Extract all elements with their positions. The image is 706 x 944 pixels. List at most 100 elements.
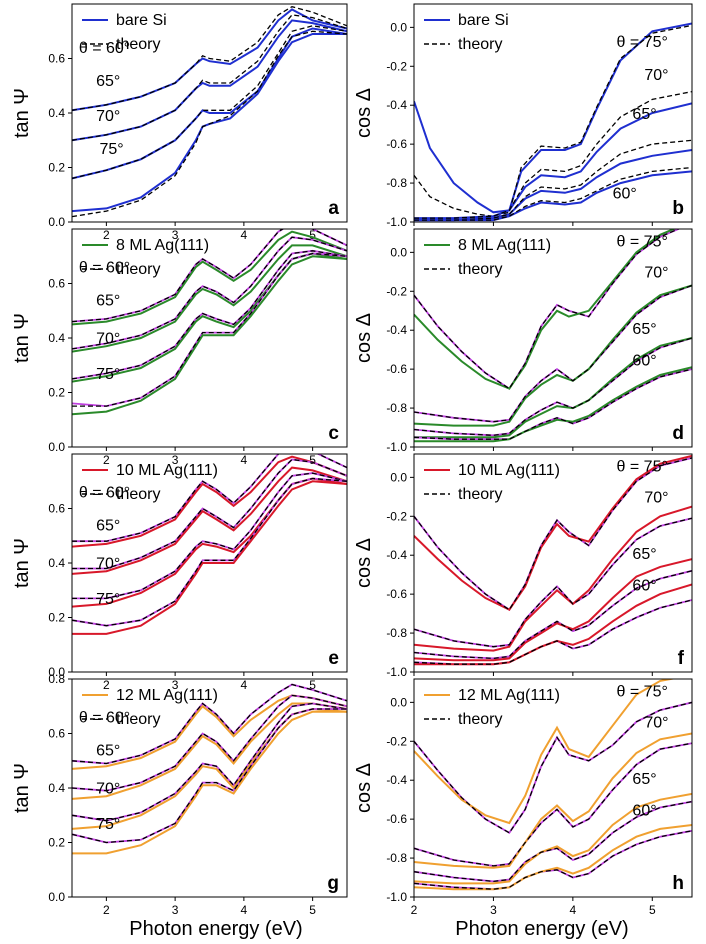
theory-line-3 [72, 30, 347, 218]
y-tick-label: 0.6 [48, 52, 65, 66]
y-tick-label: 0.0 [390, 470, 407, 484]
angle-annotation: 70° [96, 108, 120, 125]
x-tick-label: 3 [172, 228, 179, 242]
legend-label-theory: theory [116, 36, 160, 53]
angle-annotation: 70° [644, 67, 668, 84]
theory-line-1 [414, 517, 692, 648]
y-tick-label: 0.6 [48, 727, 65, 741]
axes-frame [413, 3, 693, 223]
angle-annotation: 65° [632, 321, 656, 338]
y-tick-label: -1.0 [386, 890, 407, 904]
y-tick-label: 0.4 [48, 556, 65, 570]
legend-label-sample: bare Si [458, 12, 509, 29]
y-tick-label: 0.8 [48, 672, 65, 686]
series-group [72, 229, 347, 416]
y-tick-label: -0.4 [386, 548, 407, 562]
sample-line-3 [72, 480, 347, 635]
legend: 8 ML Ag(111) theory [424, 237, 551, 278]
legend-label-theory: theory [458, 486, 502, 503]
axes-frame [413, 228, 693, 448]
theory-line-2 [414, 800, 692, 883]
panel-letter: g [327, 873, 339, 894]
theory-line-1 [72, 236, 347, 350]
y-tick-label: 0.6 [48, 277, 65, 291]
sample-line-1 [414, 732, 692, 869]
legend: bare Si theory [424, 12, 509, 53]
angle-annotation: 60° [613, 186, 637, 203]
x-tick-label: 3 [172, 678, 179, 692]
y-tick-label: 0.0 [48, 440, 65, 454]
y-tick-label: 0.4 [48, 781, 65, 795]
y-axis-label: tan Ψ [11, 763, 33, 813]
theory-line-1 [414, 742, 692, 867]
axes-frame [413, 453, 693, 673]
angle-annotation: θ = 60° [79, 485, 130, 502]
y-tick-label: 0.0 [48, 890, 65, 904]
y-tick-label: -0.8 [386, 626, 407, 640]
y-axis-label: cos Δ [353, 88, 375, 138]
y-tick-label: 0.2 [48, 611, 65, 625]
y-tick-label: 0.0 [390, 20, 407, 34]
legend: bare Si theory [82, 12, 167, 53]
angle-annotation: 60° [632, 577, 656, 594]
y-tick-label: 0.0 [390, 695, 407, 709]
sample-line-3 [72, 710, 347, 855]
legend-label-theory: theory [458, 36, 502, 53]
y-tick-label: -1.0 [386, 440, 407, 454]
theory-line-3 [72, 708, 347, 844]
panel-d: -1.0 -0.8 -0.6 -0.4 -0.2 0.0 cos Δ 8 ML Ag(111)… [353, 228, 693, 454]
axes-frame [413, 678, 693, 898]
theory-line-0 [414, 701, 692, 834]
sample-line-2 [72, 707, 347, 830]
theory-line-3 [414, 830, 692, 890]
x-axis-label-left: Photon energy (eV) [129, 918, 302, 940]
theory-line-2 [414, 570, 692, 660]
angle-annotation: 70° [96, 555, 120, 572]
x-tick-label: 3 [172, 903, 179, 917]
angle-annotation: 65° [96, 517, 120, 534]
sample-line-1 [72, 19, 347, 142]
exp-line-1 [72, 458, 347, 570]
sample-line-0 [414, 229, 677, 390]
x-tick-label: 4 [241, 453, 248, 467]
legend-label-sample: bare Si [116, 12, 167, 29]
angle-annotation: θ = 75° [617, 459, 668, 476]
legend-label-theory: theory [116, 711, 160, 728]
y-tick-label: -0.6 [386, 137, 407, 151]
legend-label-sample: 10 ML Ag(111) [116, 462, 218, 479]
theory-line-1 [72, 694, 347, 792]
theory-line-0 [72, 229, 347, 323]
y-tick-label: -0.2 [386, 734, 407, 748]
x-tick-label: 5 [309, 228, 316, 242]
theory-line-3 [414, 368, 692, 440]
sample-line-0 [72, 8, 347, 112]
theory-line-3 [414, 599, 692, 665]
x-tick-label: 2 [103, 228, 110, 242]
angle-annotation: 70° [96, 780, 120, 797]
theory-line-0 [72, 6, 347, 111]
theory-line-1 [414, 90, 692, 219]
legend-label-sample: 8 ML Ag(111) [458, 237, 551, 254]
legend-label-theory: theory [116, 486, 160, 503]
series-group [414, 22, 692, 222]
angle-annotation: 75° [96, 366, 120, 383]
x-tick-label: 5 [309, 453, 316, 467]
legend: 8 ML Ag(111) theory [82, 237, 209, 278]
y-axis-label: cos Δ [353, 313, 375, 363]
sample-line-2 [414, 337, 692, 439]
sample-line-2 [414, 792, 692, 885]
series-group [414, 229, 692, 443]
y-tick-label: 0.4 [48, 106, 65, 120]
panel-letter: h [672, 873, 684, 894]
y-tick-label: -0.6 [386, 362, 407, 376]
x-tick-label: 2 [103, 903, 110, 917]
angle-annotation: 70° [96, 330, 120, 347]
x-tick-label: 2 [411, 903, 418, 917]
angle-annotation: 65° [632, 546, 656, 563]
legend-label-sample: 12 ML Ag(111) [116, 687, 218, 704]
series-group [414, 679, 692, 891]
panel-f: -1.0 -0.8 -0.6 -0.4 -0.2 0.0 cos Δ 10 ML Ag(111… [353, 453, 693, 679]
panel-letter: e [328, 648, 339, 669]
theory-line-2 [72, 702, 347, 822]
